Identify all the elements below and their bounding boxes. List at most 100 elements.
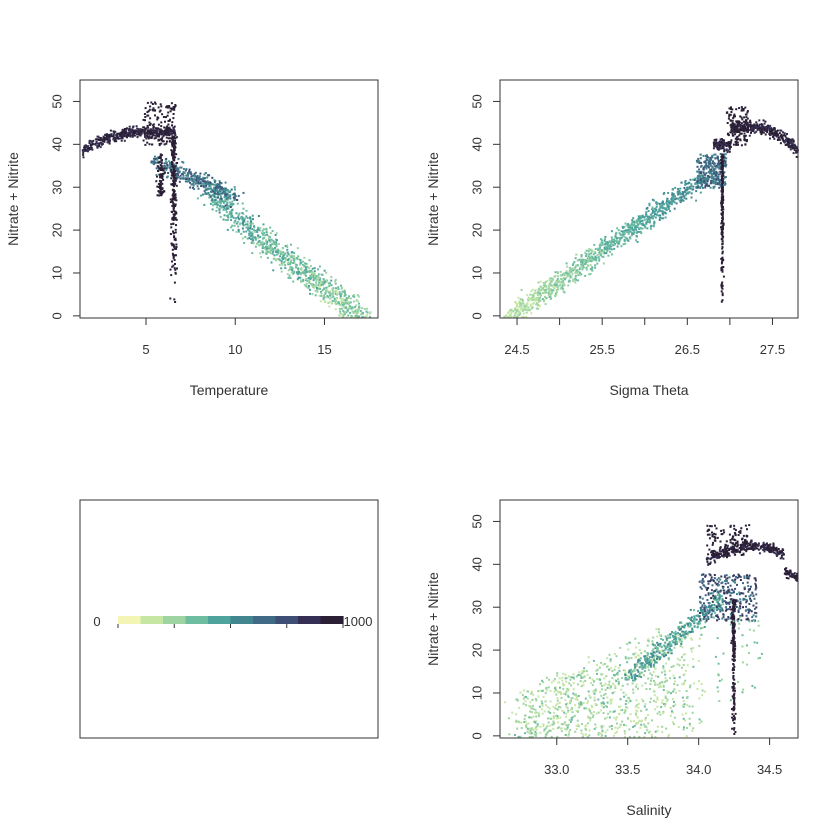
data-point xyxy=(156,127,159,130)
data-point xyxy=(218,193,221,196)
data-point xyxy=(662,685,665,688)
data-point xyxy=(161,182,164,185)
data-point xyxy=(664,635,667,638)
data-point xyxy=(303,265,306,268)
data-point xyxy=(203,177,206,180)
data-point xyxy=(737,138,740,141)
data-point xyxy=(609,687,612,690)
data-point xyxy=(205,184,208,187)
data-point xyxy=(209,190,212,193)
data-point xyxy=(585,707,588,710)
data-point xyxy=(315,280,318,283)
colorbar-gradient xyxy=(118,616,344,624)
data-point xyxy=(647,731,650,734)
data-point xyxy=(173,298,176,301)
data-point xyxy=(688,625,691,628)
data-point xyxy=(197,187,200,190)
data-point xyxy=(676,633,679,636)
data-point xyxy=(129,135,132,138)
data-point xyxy=(286,273,289,276)
data-point xyxy=(530,298,533,301)
data-point xyxy=(527,299,530,302)
data-point xyxy=(275,232,278,235)
data-point xyxy=(587,661,590,664)
data-point xyxy=(514,311,517,314)
data-point xyxy=(652,690,655,693)
data-point xyxy=(557,288,560,291)
data-point xyxy=(668,200,671,203)
data-point xyxy=(127,129,130,132)
data-point xyxy=(532,704,534,707)
data-point xyxy=(580,263,583,266)
data-point xyxy=(174,134,177,136)
data-point xyxy=(323,301,326,304)
data-point xyxy=(519,308,522,311)
data-point xyxy=(613,247,616,250)
data-point xyxy=(523,304,526,307)
data-point xyxy=(224,194,227,197)
data-point xyxy=(761,124,764,127)
data-point xyxy=(714,157,717,160)
data-point xyxy=(216,185,219,188)
data-point xyxy=(606,686,609,689)
data-point xyxy=(204,182,207,185)
data-point xyxy=(721,213,724,216)
data-point xyxy=(266,256,269,259)
data-point xyxy=(722,190,724,193)
data-point xyxy=(363,307,366,310)
data-point xyxy=(759,126,762,129)
data-point xyxy=(618,706,620,708)
data-point xyxy=(232,193,235,196)
data-point xyxy=(671,198,674,200)
data-point xyxy=(714,183,717,185)
data-point xyxy=(624,703,627,705)
data-point xyxy=(520,298,523,301)
data-point xyxy=(269,244,272,247)
y-tick-label: 30 xyxy=(49,180,64,194)
data-point xyxy=(148,135,151,138)
data-point xyxy=(88,140,91,143)
data-point xyxy=(776,134,779,137)
data-point xyxy=(84,144,87,147)
data-point xyxy=(666,679,668,682)
data-point xyxy=(560,278,563,281)
data-point xyxy=(171,151,174,154)
data-point xyxy=(155,131,157,134)
data-point xyxy=(155,134,157,137)
data-point xyxy=(148,130,151,132)
data-point xyxy=(296,247,299,250)
data-point xyxy=(632,720,635,723)
data-point xyxy=(594,266,597,269)
data-point xyxy=(684,637,687,640)
data-point xyxy=(592,690,595,693)
data-point xyxy=(171,218,174,221)
data-point xyxy=(602,663,605,666)
data-point xyxy=(355,314,358,317)
data-point xyxy=(137,130,140,133)
data-point xyxy=(538,298,541,301)
data-point xyxy=(646,227,649,230)
data-point xyxy=(719,153,722,155)
data-point xyxy=(753,126,756,129)
data-point xyxy=(718,145,721,147)
data-point xyxy=(266,241,269,244)
data-point xyxy=(661,212,664,215)
data-point xyxy=(720,196,723,199)
data-point xyxy=(581,670,584,673)
data-point xyxy=(160,159,163,162)
data-point xyxy=(670,202,672,205)
data-point xyxy=(621,720,624,723)
data-point xyxy=(680,637,683,640)
data-point xyxy=(628,698,631,701)
data-point xyxy=(532,295,535,298)
data-point xyxy=(544,735,547,738)
data-point xyxy=(776,139,779,141)
data-point xyxy=(332,299,335,302)
data-point xyxy=(357,315,360,318)
data-point xyxy=(567,733,570,736)
data-point xyxy=(322,278,325,280)
data-point xyxy=(708,175,711,178)
data-point xyxy=(648,221,651,224)
data-point xyxy=(535,732,538,735)
data-point xyxy=(534,730,537,733)
